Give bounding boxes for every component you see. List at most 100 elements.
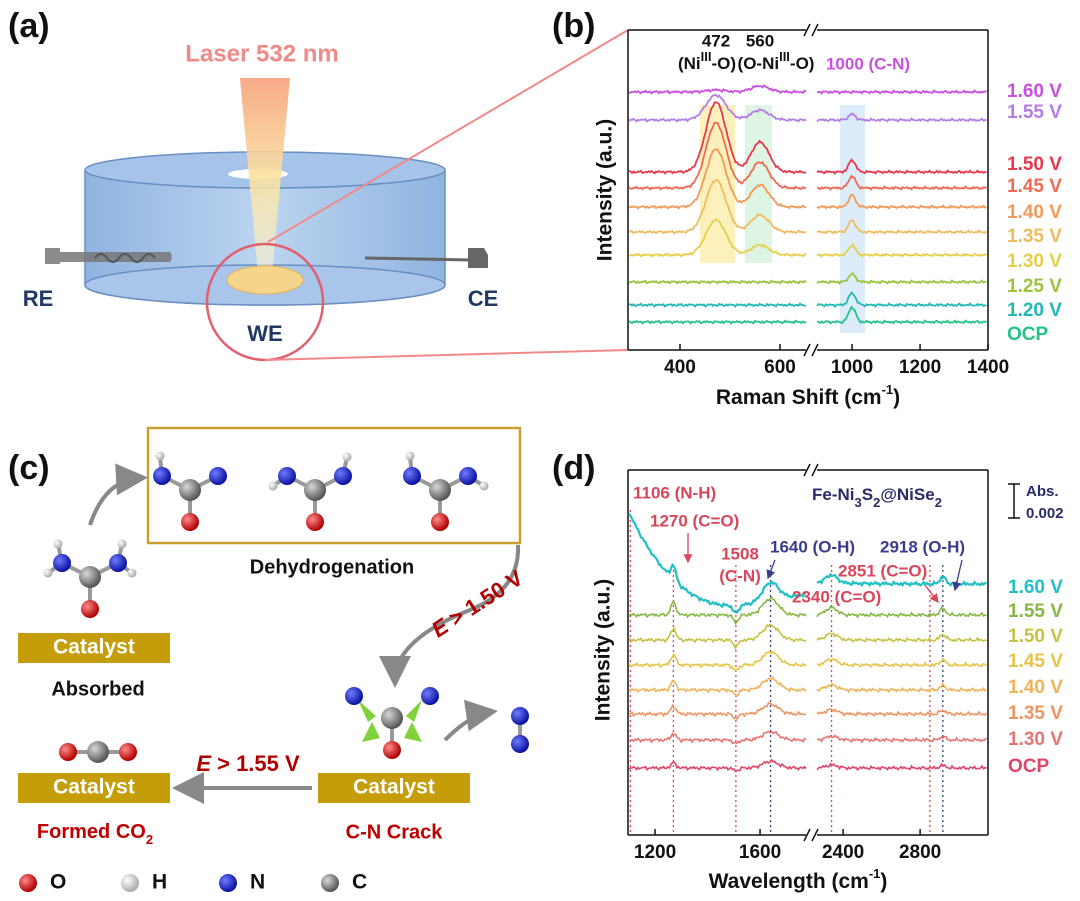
spectrum-line [628,218,987,259]
spectrum-line [628,730,987,745]
text-part: Formed CO [37,821,146,843]
text-part: E [196,751,212,776]
legend-label: 1.60 V [1008,577,1063,598]
peak-annotation: 1640 (O-H) [770,537,855,556]
text-part: III [779,49,790,64]
atom [403,467,421,485]
text-part: 2 [146,832,153,847]
catalyst-label: Catalyst [53,776,135,799]
legend-label: OCP [1007,324,1049,345]
text-part: -O) [790,54,815,73]
spectrum-line [629,178,988,235]
peak-assignment: (NiIII-O) [678,49,736,74]
axis-break [803,828,811,842]
text-part: @NiSe [880,485,934,504]
text-part: > 1.55 V [211,751,300,776]
x-tick-label: 1200 [634,842,676,863]
x-tick-label: 1000 [831,357,873,378]
atom [87,741,109,763]
axis-break [803,23,811,37]
atom [342,452,352,462]
text-part: 3 [855,495,862,510]
text-part: -O) [711,54,736,73]
legend-label: 1.40 V [1008,677,1063,698]
electrode-label: CE [468,286,499,311]
legend-label: 1.35 V [1007,226,1062,247]
text-part: 2 [935,495,942,510]
peak-annotation: (C-N) [719,566,761,585]
atom [429,479,451,501]
potential-label: E > 1.55 V [196,751,300,776]
atom [53,539,63,549]
atom [459,467,477,485]
text-part: -1 [869,866,881,881]
peak-annotation: 2851 (C=O) [838,561,927,580]
x-axis-label: Wavelength (cm-1) [709,866,888,893]
spectrum-line [628,93,987,123]
peak-position: 560 [746,31,774,50]
atom [109,554,127,572]
text-part: (Ni [678,54,701,73]
atom [209,467,227,485]
atom [119,743,137,761]
x-tick-label: 400 [664,357,696,378]
peak-annotation: 1270 (C=O) [650,511,739,530]
spectrum-line [628,676,987,698]
x-tick-label: 2400 [822,842,864,863]
peak-annotation: 1106 (N-H) [633,483,716,502]
atom [117,539,127,549]
x-axis-label: Raman Shift (cm-1) [716,382,900,409]
text-part: ) [880,870,887,893]
legend-label: 1.25 V [1007,276,1062,297]
atom [53,554,71,572]
atom [431,513,449,531]
panel-label: (c) [8,449,50,487]
spectrum-line [628,290,987,309]
panel-label: (d) [552,449,595,487]
catalyst-label: Catalyst [53,636,135,659]
text-part: III [701,49,712,64]
peak-annotation: 1000 (C-N) [826,54,910,73]
atom [511,735,529,753]
legend-atom [19,874,37,892]
text-part: > 1.50 V [439,565,527,634]
atom [153,467,171,485]
atom [268,481,278,491]
spectrum-line [628,650,987,672]
axis-break [811,463,819,477]
legend-label: 1.50 V [1007,154,1062,175]
legend-label: 1.40 V [1007,202,1062,223]
y-axis-label: Intensity (a.u.) [594,119,617,261]
cell-drawing [45,29,629,362]
legend-label: 1.60 V [1007,81,1062,102]
atom [127,568,137,578]
atom [43,568,53,578]
atom [81,600,99,618]
text-part: ) [893,386,900,409]
x-tick-label: 2800 [899,842,941,863]
caption: Dehydrogenation [250,556,414,578]
spectrum-line [629,701,988,721]
text-part: 2 [873,495,880,510]
panel-label: (b) [552,7,595,45]
atom [304,479,326,501]
atom [306,513,324,531]
x-tick-label: 1200 [899,357,941,378]
scheme-drawing [18,426,522,804]
atom [345,687,363,705]
axis-break [811,23,819,37]
legend-atom [121,874,139,892]
atom [155,451,165,461]
catalyst-label: Catalyst [353,776,435,799]
atom [179,479,201,501]
annotation-arrow [766,559,776,580]
scale-bar [1008,483,1020,519]
spectrum-line [628,121,987,191]
atom [405,451,415,461]
spectrum-line [628,595,987,625]
spectrum-line [628,758,987,773]
electrode-label: WE [247,321,282,346]
band-highlight [840,105,865,333]
atom [59,743,77,761]
